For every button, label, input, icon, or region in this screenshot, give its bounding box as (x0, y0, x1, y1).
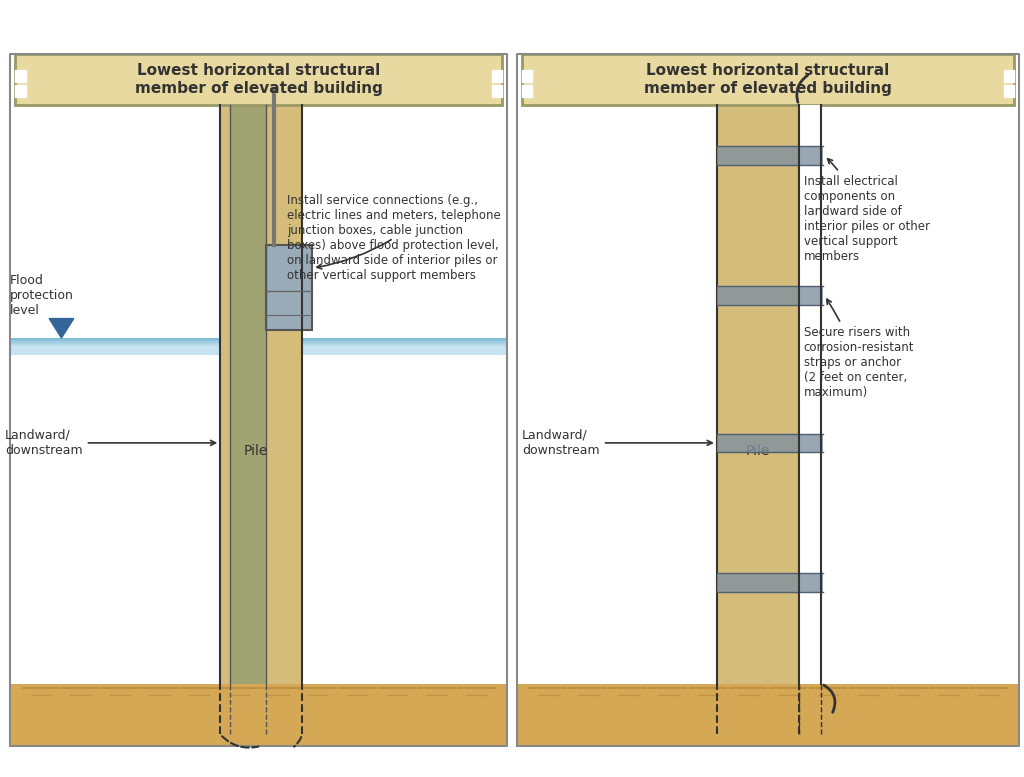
Polygon shape (49, 319, 74, 338)
FancyBboxPatch shape (522, 54, 1014, 105)
Text: Secure risers with
corrosion-resistant
straps or anchor
(2 feet on center,
maxim: Secure risers with corrosion-resistant s… (804, 299, 914, 399)
Text: Pile: Pile (244, 444, 268, 458)
Text: Flood
protection
level: Flood protection level (10, 274, 74, 317)
Text: Install service connections (e.g.,
electric lines and meters, telephone
junction: Install service connections (e.g., elect… (287, 194, 501, 282)
Text: Lowest horizontal structural
member of elevated building: Lowest horizontal structural member of e… (134, 64, 383, 96)
FancyBboxPatch shape (266, 245, 312, 330)
Text: Landward/
downstream: Landward/ downstream (5, 429, 215, 457)
Text: Pile: Pile (745, 444, 770, 458)
FancyBboxPatch shape (15, 54, 502, 105)
Text: Landward/
downstream: Landward/ downstream (522, 429, 712, 457)
Text: Lowest horizontal structural
member of elevated building: Lowest horizontal structural member of e… (644, 64, 892, 96)
Text: Install electrical
components on
landward side of
interior piles or other
vertic: Install electrical components on landwar… (804, 159, 930, 263)
